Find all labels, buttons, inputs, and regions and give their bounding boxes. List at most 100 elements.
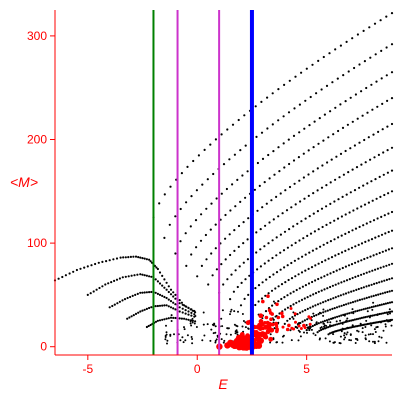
- data-point: [300, 298, 304, 301]
- data-point: [298, 131, 301, 134]
- data-point: [388, 320, 391, 323]
- data-point: [156, 304, 159, 308]
- data-point: [116, 302, 119, 305]
- data-point: [286, 246, 289, 249]
- data-point: [324, 327, 327, 330]
- data-point: [205, 258, 208, 261]
- data-point: [101, 260, 104, 263]
- data-point: [336, 323, 339, 326]
- data-point: [214, 331, 217, 334]
- data-point: [86, 293, 89, 296]
- data-point: [273, 327, 276, 330]
- data-point: [196, 275, 199, 278]
- data-point: [384, 249, 387, 252]
- data-point: [390, 71, 394, 74]
- data-point: [137, 311, 140, 314]
- data-point: [163, 304, 166, 307]
- data-point: [347, 231, 350, 234]
- data-point: [163, 295, 166, 299]
- data-point: [231, 183, 234, 186]
- data-point: [381, 102, 384, 105]
- data-point: [382, 151, 385, 154]
- data-point: [235, 324, 238, 327]
- data-point: [191, 317, 194, 320]
- data-point: [169, 300, 173, 303]
- data-point: [189, 320, 192, 323]
- data-point: [265, 278, 268, 281]
- data-point: [229, 209, 232, 212]
- data-point: [169, 293, 173, 296]
- data-point: [239, 149, 242, 152]
- data-point: [68, 272, 71, 275]
- data-point: [181, 336, 184, 339]
- data-point: [317, 59, 320, 63]
- data-point: [234, 205, 237, 208]
- data-point: [337, 198, 340, 201]
- data-point: [308, 329, 311, 332]
- data-point: [295, 288, 298, 292]
- data-point: [298, 300, 301, 303]
- data-point: [287, 323, 291, 328]
- data-point: [371, 314, 374, 317]
- data-point: [361, 327, 364, 330]
- data-point: [362, 224, 365, 227]
- data-point: [323, 288, 326, 291]
- data-point: [387, 212, 390, 215]
- data-point: [360, 163, 363, 166]
- data-point: [338, 268, 341, 271]
- data-point: [299, 311, 302, 314]
- data-point: [201, 339, 204, 342]
- data-point: [304, 269, 307, 272]
- data-point: [288, 79, 291, 82]
- data-point: [337, 322, 340, 325]
- data-point: [352, 289, 355, 292]
- data-point: [346, 331, 349, 334]
- data-point: [349, 301, 352, 304]
- data-point: [150, 290, 153, 294]
- data-point: [98, 286, 101, 290]
- data-point: [275, 302, 279, 307]
- data-point: [360, 316, 363, 319]
- data-point: [364, 240, 367, 243]
- data-point: [385, 264, 388, 267]
- data-point: [386, 302, 389, 305]
- data-point: [148, 258, 151, 261]
- data-point: [307, 282, 311, 285]
- data-point: [316, 189, 319, 192]
- data-point: [220, 263, 223, 266]
- data-point: [272, 318, 275, 321]
- data-point: [320, 326, 323, 329]
- data-point: [341, 327, 344, 330]
- data-point: [279, 233, 282, 236]
- data-point: [301, 320, 304, 323]
- data-point: [281, 212, 284, 215]
- data-point: [256, 209, 259, 212]
- data-point: [317, 228, 320, 231]
- data-point: [222, 283, 225, 286]
- data-point: [352, 209, 355, 212]
- data-point: [303, 331, 305, 334]
- data-point: [380, 312, 383, 315]
- data-point: [309, 327, 311, 330]
- data-point: [351, 308, 354, 311]
- data-point: [362, 316, 365, 319]
- data-point: [379, 19, 382, 22]
- data-point: [192, 159, 195, 163]
- data-point: [377, 340, 380, 343]
- data-point: [201, 183, 204, 186]
- data-point: [356, 339, 359, 341]
- data-point: [304, 309, 307, 312]
- data-point: [348, 312, 351, 315]
- data-point: [294, 203, 297, 206]
- data-point: [124, 256, 127, 259]
- data-point: [320, 276, 323, 279]
- data-point: [278, 170, 281, 173]
- data-point: [376, 314, 379, 316]
- data-point: [376, 217, 379, 220]
- data-point: [169, 306, 173, 309]
- data-point: [190, 308, 193, 311]
- data-point: [269, 341, 272, 344]
- data-point: [186, 165, 189, 168]
- data-point: [382, 265, 385, 268]
- black-points-layer: [53, 12, 394, 345]
